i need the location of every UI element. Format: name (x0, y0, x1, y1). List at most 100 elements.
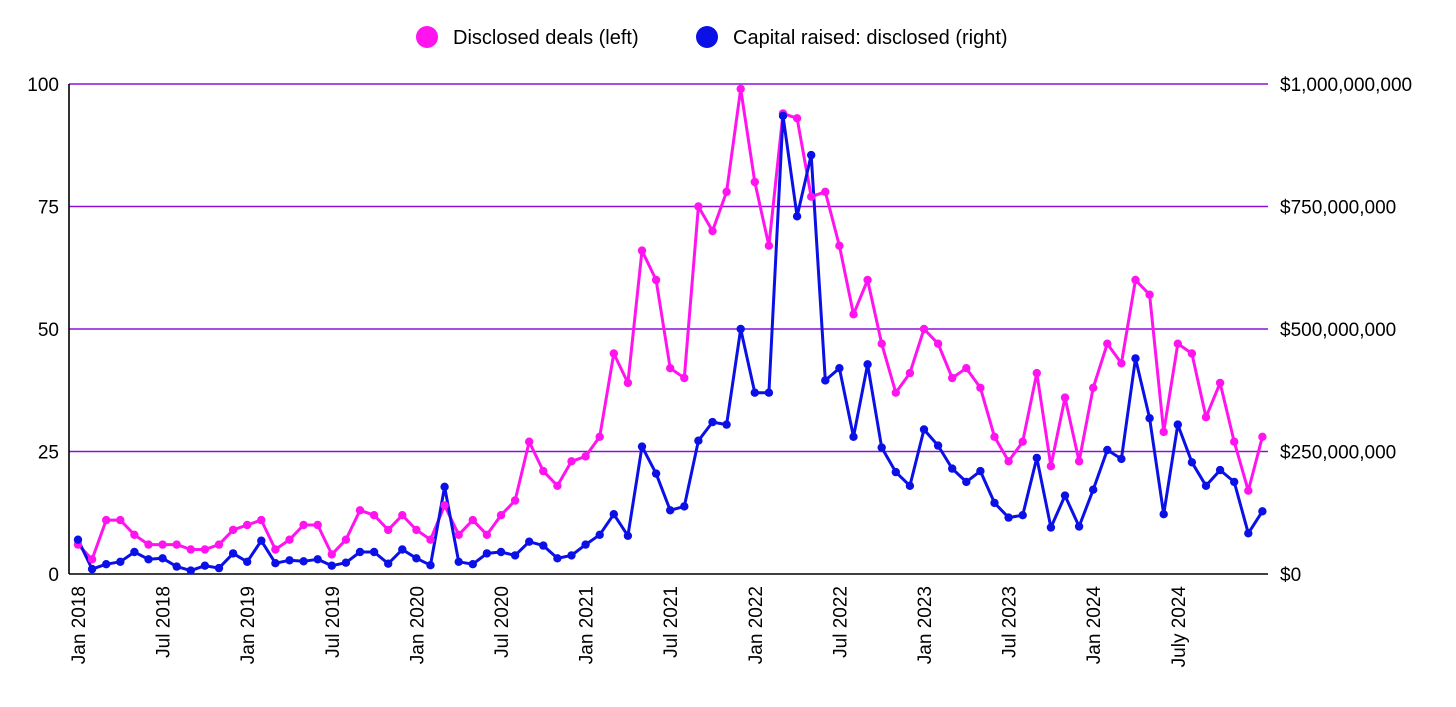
data-point-deals (496, 511, 506, 520)
x-tick-label: Jul 2022 (830, 586, 851, 658)
data-point-capital (877, 443, 886, 452)
x-tick-label: Jan 2020 (407, 586, 428, 664)
data-point-capital (990, 498, 999, 508)
data-point-deals (1131, 275, 1140, 285)
data-point-deals (1159, 427, 1168, 437)
data-point-deals (849, 310, 858, 319)
data-point-capital (736, 324, 745, 334)
data-point-capital (694, 436, 703, 445)
data-point-deals (807, 192, 816, 201)
data-point-deals (962, 364, 971, 373)
data-point-deals (243, 520, 252, 530)
data-point-deals (398, 511, 407, 520)
data-point-deals (539, 466, 548, 476)
data-point-deals (1258, 432, 1267, 441)
data-point-deals (905, 368, 915, 378)
data-point-deals (299, 520, 308, 530)
data-point-capital (1060, 491, 1070, 500)
data-point-capital (962, 477, 971, 487)
data-point-capital (849, 432, 858, 441)
data-point-deals (1215, 378, 1225, 388)
data-point-capital (214, 563, 224, 573)
data-point-deals (651, 275, 661, 285)
data-point-capital (130, 547, 139, 557)
data-point-capital (398, 545, 407, 554)
data-point-deals (355, 506, 365, 515)
data-point-deals (1032, 368, 1042, 378)
data-point-capital (1004, 513, 1013, 522)
x-tick-label: Jan 2019 (238, 586, 259, 664)
data-point-deals (87, 555, 97, 564)
data-point-capital (651, 469, 661, 478)
data-point-capital (581, 540, 590, 549)
data-point-deals (567, 457, 576, 466)
data-point-capital (637, 442, 647, 451)
data-point-deals (228, 525, 238, 535)
legend-capital-label: Capital raised: disclosed (right) (733, 27, 1008, 49)
data-point-capital (1258, 507, 1267, 516)
data-point-capital (567, 551, 576, 560)
left-tick-label: 0 (48, 565, 59, 586)
data-point-capital (863, 360, 872, 369)
data-point-deals (821, 187, 830, 196)
data-point-deals (102, 515, 111, 525)
data-point-deals (271, 545, 280, 554)
data-point-capital (1018, 511, 1027, 520)
series-line-deals (76, 87, 1264, 561)
x-tick-label: Jan 2024 (1084, 586, 1105, 665)
data-point-deals (1018, 437, 1027, 446)
data-point-deals (694, 202, 703, 211)
right-tick-label: $500,000,000 (1280, 320, 1396, 341)
left-tick-label: 50 (38, 320, 59, 341)
data-point-capital (1103, 445, 1112, 455)
data-point-deals (454, 530, 463, 539)
data-point-deals (440, 501, 449, 510)
data-point-capital (271, 559, 280, 568)
data-point-deals (666, 364, 675, 373)
data-point-capital (1201, 481, 1211, 490)
data-point-capital (412, 554, 421, 563)
data-point-deals (130, 530, 139, 539)
data-point-deals (1187, 349, 1197, 358)
data-point-deals (722, 187, 731, 196)
data-point-deals (595, 432, 604, 441)
data-point-deals (186, 545, 195, 554)
data-point-deals (623, 378, 633, 388)
data-point-deals (1046, 462, 1056, 471)
data-point-capital (144, 555, 153, 564)
data-point-capital (666, 506, 675, 515)
data-point-capital (1074, 522, 1084, 531)
data-point-capital (299, 557, 308, 566)
data-point-capital (807, 150, 816, 160)
data-point-capital (355, 547, 365, 557)
data-point-capital (976, 466, 985, 476)
data-point-capital (313, 555, 322, 564)
data-point-capital (750, 388, 759, 397)
data-point-capital (1215, 465, 1225, 475)
data-point-deals (990, 432, 999, 441)
data-point-deals (144, 540, 153, 549)
data-point-capital (510, 551, 520, 560)
data-point-deals (1103, 339, 1112, 348)
data-point-deals (313, 520, 322, 530)
data-point-capital (609, 510, 618, 519)
data-point-capital (243, 557, 252, 566)
data-point-deals (1173, 339, 1183, 348)
data-point-deals (341, 535, 351, 544)
data-point-capital (792, 212, 802, 221)
data-point-capital (454, 557, 463, 566)
x-tick-label: Jul 2020 (492, 586, 513, 658)
data-point-capital (525, 537, 534, 546)
data-point-deals (948, 373, 957, 383)
data-point-deals (1089, 383, 1098, 392)
data-point-deals (1074, 457, 1084, 466)
right-tick-label: $750,000,000 (1280, 198, 1396, 219)
series-line-capital (76, 114, 1264, 573)
x-tick-label: Jan 2021 (577, 586, 598, 664)
data-point-deals (933, 339, 943, 348)
data-point-deals (891, 388, 900, 397)
x-tick-label: Jul 2019 (323, 586, 344, 658)
data-point-deals (412, 525, 421, 535)
data-point-capital (200, 561, 210, 570)
